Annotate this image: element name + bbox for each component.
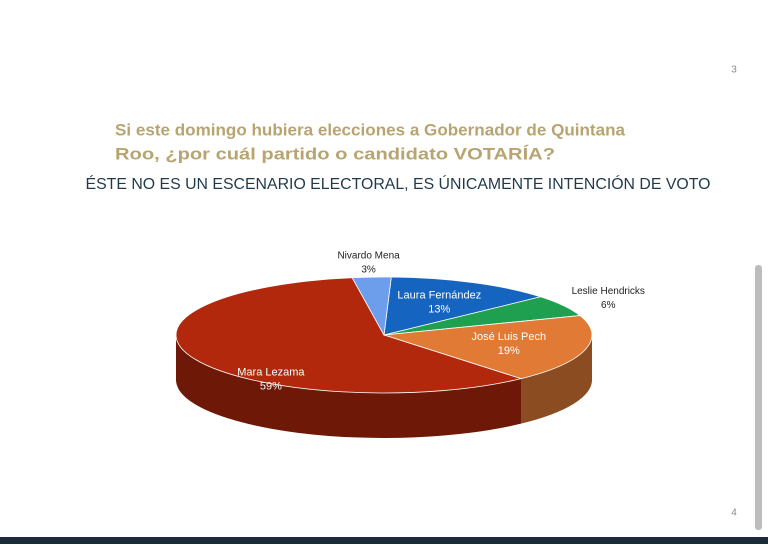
chart-title: Si este domingo hubiera elecciones a Gob… <box>115 121 626 139</box>
slice-value-label: 6% <box>601 300 616 311</box>
pie-sides <box>176 335 592 438</box>
page-number: 4 <box>731 508 737 519</box>
pie-labels: Laura Fernández 13% Leslie Hendricks 6% José… <box>237 250 645 392</box>
slice-label: Leslie Hendricks <box>572 286 645 297</box>
scrollbar[interactable] <box>755 265 762 530</box>
page-number: 3 <box>731 65 737 76</box>
slice-value-label: 59% <box>260 381 282 393</box>
slice-label: Mara Lezama <box>237 367 305 379</box>
pie-slice <box>383 276 542 336</box>
slice-label: José Luis Pech <box>471 331 546 343</box>
pie-slice <box>351 276 392 337</box>
pie-slice <box>383 315 593 380</box>
chart-subtitle: ÉSTE NO ES UN ESCENARIO ELECTORAL, ES ÚN… <box>86 174 711 193</box>
pie-tops <box>175 276 593 394</box>
bottom-bar <box>0 537 768 544</box>
slice-value-label: 13% <box>428 303 450 315</box>
pie-slice <box>175 277 523 394</box>
chart-title: Roo, ¿por cuál partido o candidato VOTAR… <box>115 144 555 163</box>
pie-slice-side <box>176 335 522 438</box>
slice-label: Nivardo Mena <box>337 250 400 261</box>
pie-slice-side <box>521 335 592 424</box>
slice-value-label: 19% <box>498 345 520 357</box>
slice-label: Laura Fernández <box>397 289 481 301</box>
slice-value-label: 3% <box>361 264 376 275</box>
